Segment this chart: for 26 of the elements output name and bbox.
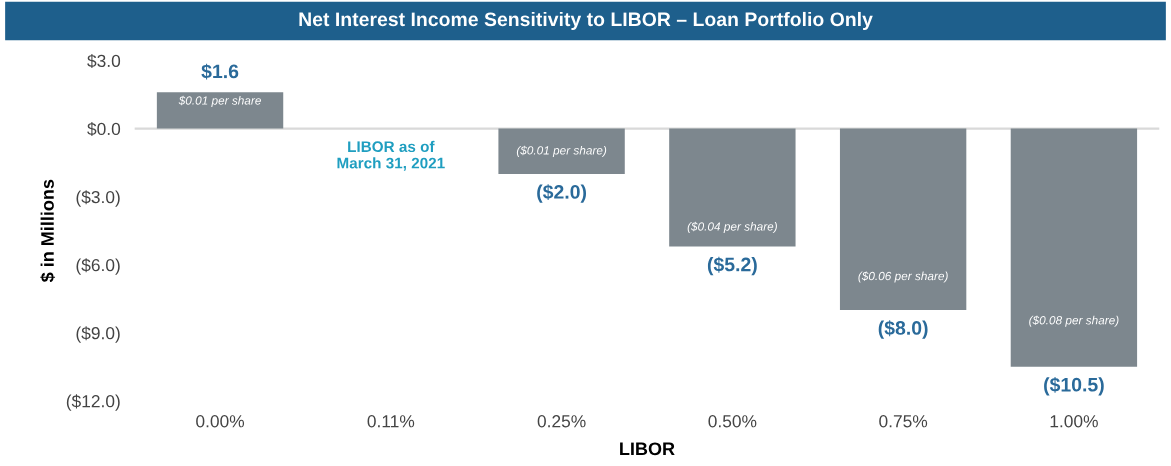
annotation: ($0.04 per share) bbox=[687, 221, 777, 233]
data-label: $1.6 bbox=[201, 63, 239, 80]
x-tick-label: 1.00% bbox=[1050, 415, 1098, 428]
x-tick-label: 0.50% bbox=[708, 415, 757, 428]
x-tick-label: 0.00% bbox=[196, 415, 245, 428]
data-label: ($8.0) bbox=[878, 320, 928, 339]
x-tick-label: 0.75% bbox=[879, 415, 928, 428]
chart-title: Net Interest Income Sensitivity to LIBOR – Loan Portfolio Only bbox=[299, 11, 873, 31]
y-axis-title: $ in Millions bbox=[40, 179, 56, 283]
y-tick-label: $3.0 bbox=[87, 54, 121, 69]
annotation: LIBOR as of March 31, 2021 bbox=[337, 140, 445, 171]
data-label: ($5.2) bbox=[707, 256, 757, 276]
annotation: $0.01 per share bbox=[178, 95, 261, 107]
annotation: ($0.08 per share) bbox=[1029, 315, 1119, 327]
x-tick-label: 0.25% bbox=[537, 415, 586, 428]
x-axis-title: LIBOR bbox=[620, 442, 675, 456]
data-label: ($10.5) bbox=[1044, 376, 1104, 396]
y-tick-label: ($3.0) bbox=[76, 190, 120, 207]
y-tick-label: ($9.0) bbox=[76, 326, 120, 343]
y-tick-label: ($6.0) bbox=[76, 258, 120, 275]
x-tick-label: 0.11% bbox=[367, 415, 415, 428]
y-tick-label: ($12.0) bbox=[66, 394, 120, 411]
data-label: ($2.0) bbox=[537, 184, 587, 203]
annotation: ($0.01 per share) bbox=[516, 145, 607, 157]
y-tick-label: $0.0 bbox=[87, 122, 121, 137]
annotation: ($0.06 per share) bbox=[858, 271, 948, 283]
